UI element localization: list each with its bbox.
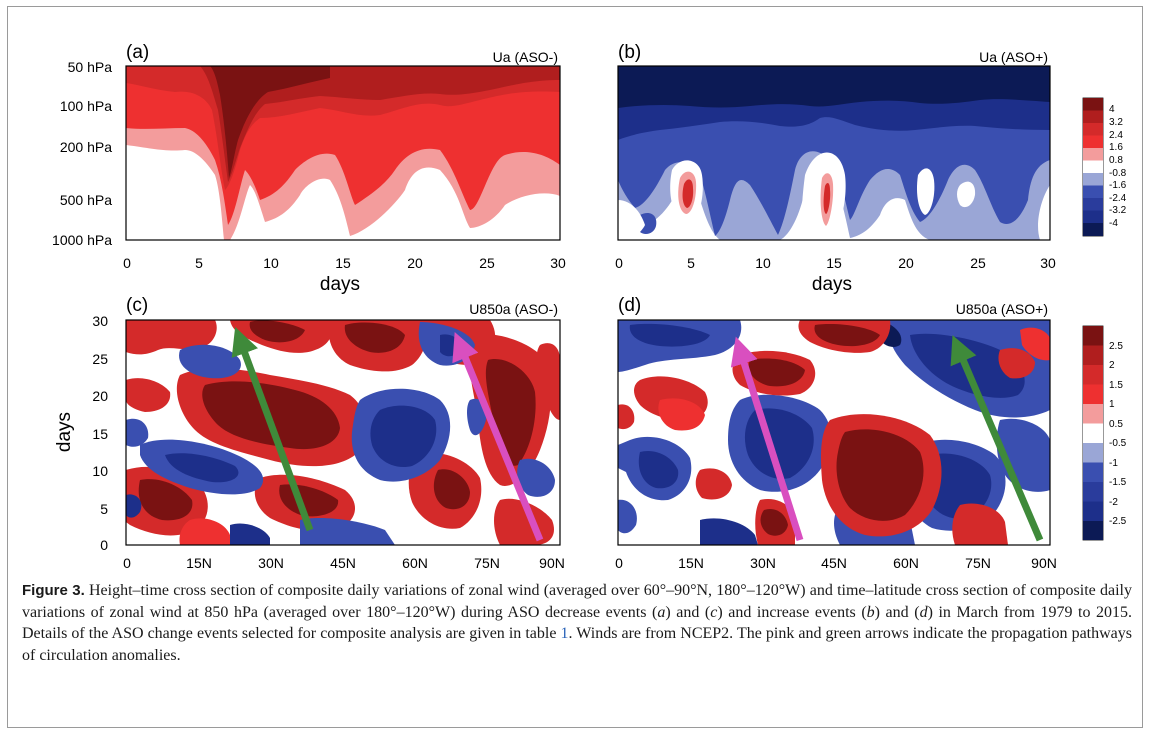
figure-caption: Figure 3. Height–time cross section of c… [22,580,1132,666]
panel-c-ytick: 30 [92,313,108,329]
caption-text: ) and increase events ( [717,603,867,621]
panel-c-xtick: 15N [186,555,212,571]
panel-c-xtick: 45N [330,555,356,571]
table-reference-link[interactable]: 1 [560,625,569,642]
panel-c-green-arrow [231,326,314,532]
colorbar-bottom-label: -1 [1109,458,1118,469]
colorbar-top [1082,97,1104,237]
panel-b-xtick: 30 [1040,255,1056,271]
panel-d-title: U850a (ASO+) [956,301,1048,317]
colorbar-bottom-label: 1 [1109,399,1115,410]
panel-c-pink-arrow [452,332,544,542]
panel-b-xtick: 5 [687,255,695,271]
panel-a-letter: (a) [126,42,149,63]
panel-a-xtick: 15 [335,255,351,271]
panel-d-xtick: 15N [678,555,704,571]
caption-panel-ref: b [866,603,875,621]
panel-c-ytick: 25 [92,351,108,367]
panel-a-contours [126,66,560,240]
panel-c-title: U850a (ASO-) [469,301,558,317]
caption-label: Figure 3. [22,582,85,599]
panel-b-xtick: 0 [615,255,623,271]
caption-text: ) in March from 1979 to 2015. Details of… [22,603,1133,643]
panel-a-xtick: 10 [263,255,279,271]
panel-a-ytick: 1000 hPa [52,232,112,248]
panel-a-xtick: 5 [195,255,203,271]
colorbar-bottom-label: -1.5 [1109,477,1127,488]
panel-d-contours [618,320,1050,545]
panel-c-frame [125,319,561,546]
colorbar-bottom-label: -0.5 [1109,438,1127,449]
caption-text: Height–time cross section of composite d… [22,582,1133,621]
figure-frame [7,6,1143,728]
panel-b-letter: (b) [618,42,641,63]
panel-b-xtick: 20 [898,255,914,271]
caption-text: ) and ( [665,603,711,621]
panel-b-contours [618,66,1050,240]
panel-d-xtick: 0 [615,555,623,571]
panel-b-xtick: 10 [755,255,771,271]
panel-c-ytick: 0 [100,537,108,553]
panel-c-ytick: 20 [92,388,108,404]
colorbar-top-label: -4 [1109,218,1118,229]
panel-b-xtick: 25 [970,255,986,271]
panel-a-ytick: 50 hPa [68,59,113,75]
panel-a-frame [125,65,561,241]
caption-panel-ref: d [919,603,928,621]
colorbar-top-label: 4 [1109,104,1115,115]
colorbar-bottom-label: -2 [1109,497,1118,508]
panel-d-xtick: 90N [1031,555,1057,571]
colorbar-top-label: -1.6 [1109,180,1127,191]
panel-d-frame [617,319,1051,546]
panel-c-xtick: 60N [402,555,428,571]
panel-c-ytick: 5 [100,501,108,517]
panel-a-xtick: 0 [123,255,131,271]
panel-c-xtick: 30N [258,555,284,571]
panel-a-ytick: 100 hPa [60,98,112,114]
colorbar-bottom-label: -2.5 [1109,516,1127,527]
panel-d-green-arrow [950,335,1044,542]
colorbar-top-label: 0.8 [1109,155,1123,166]
colorbar-bottom-label: 0.5 [1109,419,1123,430]
colorbar-top-label: 1.6 [1109,142,1123,153]
panel-d-letter: (d) [618,295,641,316]
caption-text: ) and ( [874,603,920,621]
panel-c-ytick: 15 [92,426,108,442]
panel-a-ytick: 200 hPa [60,139,112,155]
colorbar-top-label: -2.4 [1109,193,1127,204]
panel-c-xtick: 0 [123,555,131,571]
panel-b-xtick: 15 [826,255,842,271]
panel-d-xtick: 45N [821,555,847,571]
panel-b-title: Ua (ASO+) [979,49,1048,65]
caption-text: . Winds are from NCEP2. The pink and gre… [22,625,1132,664]
panel-d-pink-arrow [730,336,804,542]
colorbar-top-label: -0.8 [1109,168,1127,179]
colorbar-bottom-label: 2.5 [1109,341,1123,352]
panel-b-frame [617,65,1051,241]
panel-c-xtick: 75N [474,555,500,571]
panel-a-xtick: 30 [550,255,566,271]
panel-d-xtick: 30N [750,555,776,571]
panel-c-ytick: 10 [92,463,108,479]
panel-a-xtick: 25 [479,255,495,271]
panel-c-ylabel: days [54,412,75,452]
panel-d-xtick: 60N [893,555,919,571]
colorbar-bottom [1082,325,1104,541]
panel-d-xtick: 75N [965,555,991,571]
colorbar-top-label: 2.4 [1109,130,1123,141]
colorbar-top-label: -3.2 [1109,205,1127,216]
panel-a-ytick: 500 hPa [60,192,112,208]
caption-panel-ref: c [710,603,718,621]
colorbar-top-label: 3.2 [1109,117,1123,128]
colorbar-bottom-label: 1.5 [1109,380,1123,391]
colorbar-bottom-label: 2 [1109,360,1115,371]
caption-panel-ref: a [657,603,666,621]
panel-c-letter: (c) [126,295,148,316]
panel-c-xtick: 90N [539,555,565,571]
panel-b-xlabel: days [812,274,852,295]
panel-a-xtick: 20 [407,255,423,271]
panel-a-xlabel: days [320,274,360,295]
panel-a-title: Ua (ASO-) [493,49,558,65]
